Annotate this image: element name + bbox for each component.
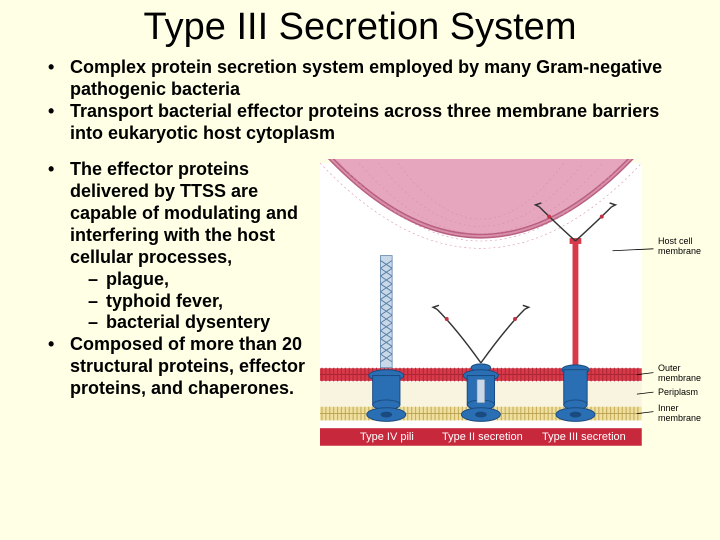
label-periplasm: Periplasm <box>658 387 698 397</box>
label-type-ii-secretion: Type II secretion <box>442 431 523 443</box>
left-bullet-list: The effector proteins delivered by TTSS … <box>48 159 308 479</box>
top-bullet-1: Complex protein secretion system employe… <box>48 57 690 101</box>
label-type-iv-pili: Type IV pili <box>360 431 414 443</box>
slide-title: Type III Secretion System <box>0 0 720 57</box>
sub-bullet-2: typhoid fever, <box>88 291 308 313</box>
sub-bullet-1: plague, <box>88 269 308 291</box>
sub-bullet-3: bacterial dysentery <box>88 312 308 334</box>
label-host-cell: Host cell membrane <box>658 237 713 257</box>
label-inner-membrane: Inner membrane <box>658 404 713 424</box>
top-bullet-2: Transport bacterial effector proteins ac… <box>48 101 690 145</box>
left-bullet-1-text: The effector proteins delivered by TTSS … <box>70 159 298 267</box>
top-bullet-list: Complex protein secretion system employe… <box>0 57 720 145</box>
left-bullet-1: The effector proteins delivered by TTSS … <box>48 159 308 335</box>
label-outer-membrane: Outer membrane <box>658 364 713 384</box>
label-type-iii-secretion: Type III secretion <box>542 431 626 443</box>
lower-region: The effector proteins delivered by TTSS … <box>0 145 720 479</box>
secretion-diagram: Host cell membrane Outer membrane Peripl… <box>320 159 710 479</box>
left-bullet-2: Composed of more than 20 structural prot… <box>48 334 308 400</box>
